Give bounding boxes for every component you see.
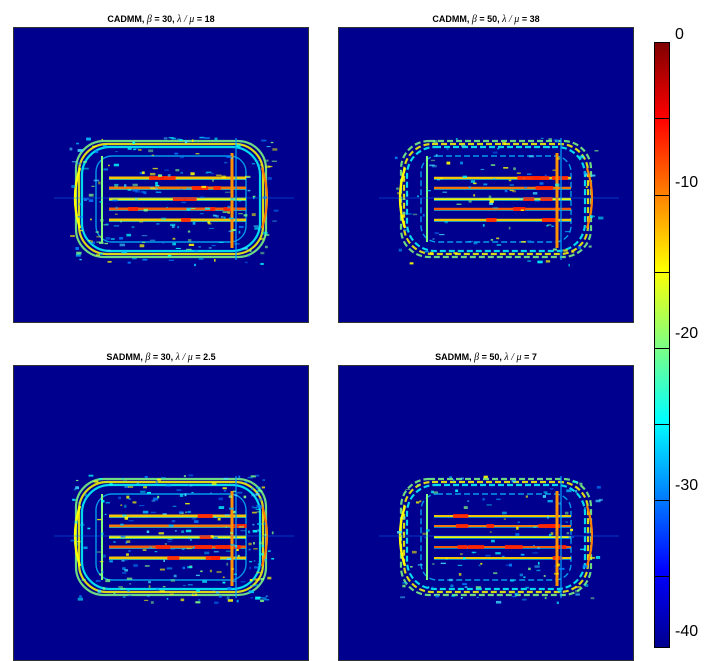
title-ratio-value: = 7 [521,352,537,362]
sar-image-cadmm-beta50 [338,27,634,323]
panel-title: SADMM, β = 30, λ / μ = 2.5 [13,350,309,364]
colorbar-tick [654,195,670,196]
colorbar-label-minus30: -30 [675,477,699,494]
title-beta-symbol: β [474,352,480,363]
sar-image-sadmm-beta30 [13,365,309,661]
title-beta-value: = 30, [150,352,176,362]
colorbar-tick [654,348,670,349]
colorbar-tick [654,272,670,273]
panel-title: CADMM, β = 50, λ / μ = 38 [338,12,634,26]
title-beta-value: = 50, [476,14,503,24]
title-method: SADMM, [435,352,475,362]
title-beta-value: = 30, [151,14,178,24]
colorbar-tick [654,118,670,119]
title-beta-symbol: β [145,352,151,363]
title-beta-symbol: β [471,14,477,25]
colorbar-tick [654,500,670,501]
panel-sadmm-beta30: SADMM, β = 30, λ / μ = 2.5 [13,350,309,661]
title-ratio-symbol: λ / μ [504,352,522,363]
title-method: SADMM, [106,352,146,362]
sar-image-cadmm-beta30 [13,27,309,323]
title-ratio-value: = 38 [519,14,540,24]
colorbar-tick [654,424,670,425]
colorbar-label-0: 0 [675,26,684,43]
title-method: CADMM, [107,14,147,24]
panel-cadmm-beta50: CADMM, β = 50, λ / μ = 38 [338,12,634,323]
car-reconstruction-image [54,136,294,267]
title-beta-symbol: β [146,14,152,25]
panel-sadmm-beta50: SADMM, β = 50, λ / μ = 7 [338,350,634,661]
colorbar-label-minus20: -20 [675,325,699,342]
panel-cadmm-beta30: CADMM, β = 30, λ / μ = 18 [13,12,309,323]
title-beta-value: = 50, [479,352,505,362]
sar-image-sadmm-beta50 [338,365,634,661]
title-ratio-value: = 18 [194,14,215,24]
colorbar-tick [654,576,670,577]
colorbar [654,42,670,648]
car-reconstruction-image [379,137,619,267]
panel-title: CADMM, β = 30, λ / μ = 18 [13,12,309,26]
car-reconstruction-image [379,475,619,605]
title-ratio-symbol: λ / μ [175,352,193,363]
car-reconstruction-image [54,474,294,604]
title-ratio-value: = 2.5 [192,352,216,362]
title-method: CADMM, [432,14,472,24]
title-ratio-symbol: λ / μ [177,14,195,25]
panel-title: SADMM, β = 50, λ / μ = 7 [338,350,634,364]
colorbar-label-minus10: -10 [675,174,699,191]
title-ratio-symbol: λ / μ [502,14,520,25]
colorbar-label-minus40: -40 [675,623,699,640]
